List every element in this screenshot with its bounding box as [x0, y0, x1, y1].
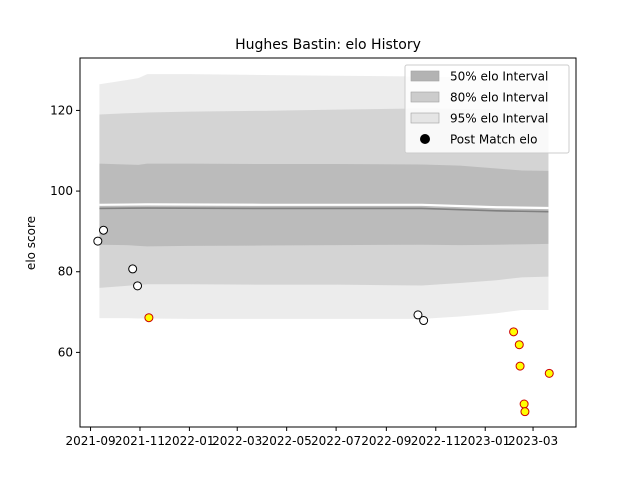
y-tick-label-2: 80 — [58, 265, 73, 279]
legend-box — [404, 64, 570, 154]
data-point-s1-5 — [413, 310, 423, 320]
legend-swatch-1 — [410, 70, 440, 82]
x-tick-label-3: 2022-01 — [164, 434, 214, 448]
y-tick-label-1: 60 — [58, 345, 73, 359]
data-point-s1-1 — [93, 236, 103, 246]
data-point-s2-7 — [544, 368, 554, 378]
data-point-s2-4 — [515, 361, 525, 371]
legend-label-4: Post Match elo — [450, 133, 537, 147]
mean-lines — [99, 203, 549, 213]
data-point-s2-6 — [520, 407, 530, 417]
x-tick-label-1: 2021-09 — [65, 434, 115, 448]
x-tick-label-7: 2022-09 — [361, 434, 411, 448]
data-point-s1-2 — [99, 225, 109, 235]
chart-title: Hughes Bastin: elo History — [235, 37, 421, 53]
y-tick-label-4: 120 — [50, 103, 73, 117]
data-point-s2-5 — [519, 399, 529, 409]
plot-frame — [79, 57, 577, 428]
x-tick-label-5: 2022-05 — [262, 434, 312, 448]
legend-swatch-3 — [410, 112, 440, 124]
x-tick-label-8: 2022-11 — [411, 434, 461, 448]
data-point-s1-4 — [133, 281, 143, 291]
x-tick-label-9: 2023-01 — [460, 434, 510, 448]
data-point-s2-1 — [144, 313, 154, 323]
legend-label-2: 80% elo Interval — [450, 91, 548, 105]
x-tick-label-2: 2021-11 — [115, 434, 165, 448]
match-points — [93, 225, 554, 417]
data-point-s2-3 — [514, 340, 524, 350]
x-tick-label-10: 2023-03 — [508, 434, 558, 448]
legend-swatch-2 — [410, 91, 440, 103]
x-tick-label-6: 2022-07 — [311, 434, 361, 448]
data-point-s2-2 — [509, 327, 519, 337]
data-point-s1-6 — [419, 316, 429, 326]
y-axis-label: elo score — [24, 216, 38, 270]
legend-label-3: 95% elo Interval — [450, 112, 548, 126]
legend: 50% elo Interval 80% elo Interval 95% elo … — [404, 64, 570, 154]
mean-line — [99, 207, 549, 213]
legend-marker-4 — [420, 134, 430, 144]
data-point-s1-3 — [128, 264, 138, 274]
y-tick-label-3: 100 — [50, 184, 73, 198]
mean-line-halo — [99, 203, 549, 210]
legend-label-1: 50% elo Interval — [450, 70, 548, 84]
y-axis: 60 80 100 120 — [50, 103, 80, 359]
x-tick-label-4: 2022-03 — [212, 434, 262, 448]
